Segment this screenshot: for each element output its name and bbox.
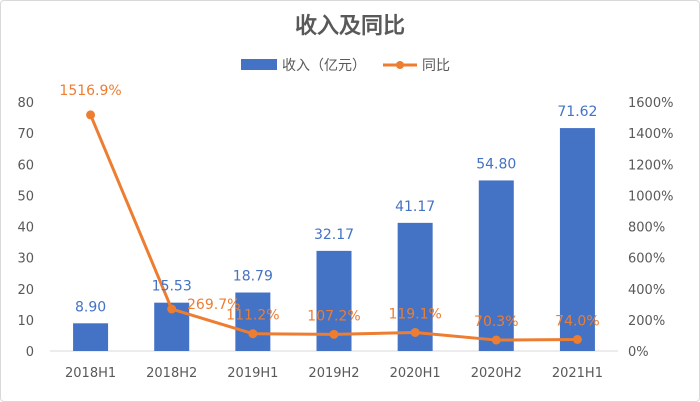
right-tick-label: 200% [628, 314, 665, 329]
bar-series [73, 128, 595, 351]
right-tick-label: 800% [628, 221, 665, 236]
left-axis: 0 10 20 30 40 50 60 70 80 [17, 96, 34, 360]
yoy-value-label: 269.7% [187, 297, 240, 313]
left-tick-label: 80 [17, 96, 34, 111]
left-tick-label: 10 [17, 314, 34, 329]
bar-value-label: 71.62 [557, 104, 597, 120]
right-tick-label: 600% [628, 252, 665, 267]
yoy-value-label: 70.3% [474, 314, 518, 330]
x-tick-label: 2021H1 [552, 366, 603, 381]
legend-bar-label: 收入（亿元） [282, 58, 366, 74]
yoy-value-label: 119.1% [388, 306, 441, 322]
right-axis: 0% 200% 400% 600% 800% 1000% 1200% 1400% 1600% [628, 96, 673, 360]
left-tick-label: 70 [17, 127, 34, 142]
bar-value-label: 8.90 [75, 299, 106, 315]
yoy-point-2019H2 [329, 329, 339, 339]
yoy-point-2020H2 [491, 335, 501, 345]
yoy-point-2018H2 [167, 304, 177, 314]
x-tick-label: 2020H1 [390, 366, 441, 381]
yoy-value-label: 1516.9% [59, 83, 121, 99]
legend-bar-swatch [241, 59, 277, 70]
x-tick-label: 2020H2 [471, 366, 522, 381]
yoy-point-2018H1 [86, 110, 96, 120]
bar-data-labels: 8.90 15.53 18.79 32.17 41.17 54.80 71.62 [75, 104, 597, 315]
left-tick-label: 30 [17, 252, 34, 267]
right-tick-label: 1000% [628, 189, 673, 204]
left-tick-label: 20 [17, 283, 34, 298]
yoy-point-2021H1 [572, 334, 582, 344]
x-tick-label: 2018H2 [146, 366, 197, 381]
right-tick-label: 1600% [628, 96, 673, 111]
x-tick-label: 2019H1 [227, 366, 278, 381]
bar-2018H1 [73, 323, 109, 351]
left-tick-label: 0 [26, 345, 34, 360]
line-data-labels: 1516.9% 269.7%111.2% 107.2% 119.1% 70.3% 74.0… [59, 83, 599, 330]
legend: 收入（亿元） 同比 [241, 58, 450, 74]
right-tick-label: 1200% [628, 158, 673, 173]
legend-line-marker [396, 61, 404, 69]
yoy-value-label: 74.0% [555, 313, 599, 329]
right-tick-label: 400% [628, 283, 665, 298]
bar-2019H1 [235, 292, 271, 351]
line-series [86, 110, 582, 345]
legend-line-label: 同比 [422, 58, 450, 74]
yoy-point-2019H1 [248, 329, 258, 339]
left-tick-label: 40 [17, 221, 34, 236]
yoy-point-2020H1 [410, 327, 420, 337]
yoy-value-label: 111.2% [226, 308, 279, 324]
left-tick-label: 60 [17, 158, 34, 173]
bar-value-label: 15.53 [152, 279, 192, 295]
bar-value-label: 32.17 [314, 227, 354, 243]
bar-value-label: 54.80 [476, 156, 516, 172]
bar-value-label: 41.17 [395, 199, 435, 215]
left-tick-label: 50 [17, 189, 34, 204]
bar-2020H2 [478, 180, 514, 351]
bar-value-label: 18.79 [233, 269, 273, 285]
x-tick-label: 2019H2 [308, 366, 359, 381]
yoy-value-label: 107.2% [307, 308, 360, 324]
bar-2021H1 [559, 128, 595, 351]
right-tick-label: 1400% [628, 127, 673, 142]
right-tick-label: 0% [628, 345, 649, 360]
chart-title: 收入及同比 [295, 13, 405, 39]
x-tick-label: 2018H1 [65, 366, 116, 381]
x-axis: 2018H1 2018H2 2019H1 2019H2 2020H1 2020H2 2021… [65, 366, 603, 381]
